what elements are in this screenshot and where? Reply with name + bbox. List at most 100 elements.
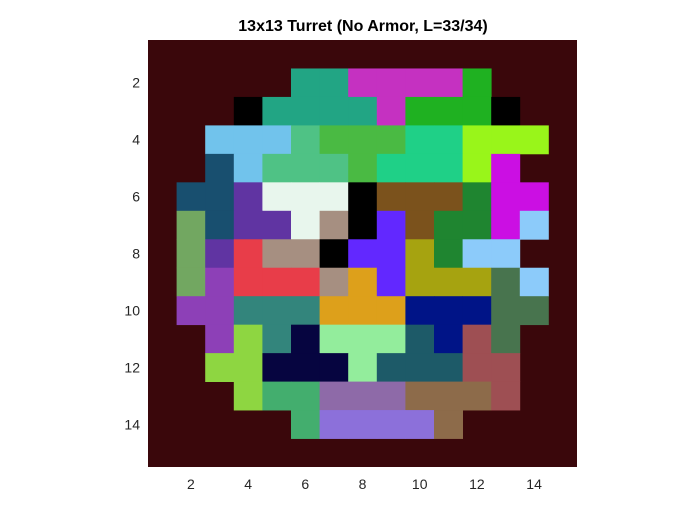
heatmap-cell (434, 267, 463, 297)
y-tick-label: 12 (124, 359, 140, 375)
heatmap-cell (233, 153, 263, 183)
heatmap-cell (262, 267, 292, 297)
heatmap-cell (262, 96, 292, 126)
heatmap-cell (434, 210, 463, 240)
heatmap-cell (376, 182, 406, 212)
x-tick-label: 12 (469, 476, 485, 492)
heatmap-cell (348, 96, 378, 126)
heatmap-cell (233, 353, 263, 382)
heatmap-cell (376, 296, 406, 326)
chart-title: 13x13 Turret (No Armor, L=33/34) (238, 18, 487, 35)
y-tick-label: 10 (124, 302, 140, 318)
heatmap-cell (405, 353, 435, 382)
x-tick-label: 6 (301, 476, 309, 492)
heatmap-cell (405, 324, 435, 354)
heatmap-cell (376, 324, 406, 354)
heatmap-cell (462, 68, 492, 98)
heatmap-cell (291, 410, 320, 439)
heatmap-cell (491, 324, 521, 354)
heatmap-cell (176, 239, 206, 269)
heatmap-cell (262, 153, 292, 183)
heatmap-cell (205, 353, 235, 382)
heatmap-cell (519, 210, 549, 240)
heatmap-cell (376, 239, 406, 269)
heatmap-cell (462, 239, 492, 269)
heatmap-cell (348, 324, 378, 354)
heatmap-cell (233, 210, 263, 240)
y-tick-label: 14 (124, 416, 140, 432)
heatmap-cell (405, 210, 435, 240)
y-tick-label: 4 (132, 132, 140, 148)
heatmap-cell (434, 353, 463, 382)
heatmap-cell (205, 182, 235, 212)
heatmap-cell (434, 68, 463, 98)
heatmap-cell (233, 296, 263, 326)
heatmap-cell (205, 267, 235, 297)
heatmap-cell (348, 410, 378, 439)
heatmap-cell (405, 153, 435, 183)
heatmap-cell (233, 267, 263, 297)
heatmap-cell (376, 381, 406, 411)
x-tick-label: 10 (412, 476, 428, 492)
heatmap-cell (319, 381, 349, 411)
heatmap-cell (491, 210, 521, 240)
heatmap-cell (462, 153, 492, 183)
plot-area (148, 40, 577, 467)
heatmap-cell (291, 324, 320, 354)
x-tick-label: 8 (359, 476, 367, 492)
heatmap-cell (291, 96, 320, 126)
heatmap-cell (376, 267, 406, 297)
heatmap-cell (348, 125, 378, 155)
x-tick-label: 2 (187, 476, 195, 492)
x-axis: 2 4 6 8 10 12 14 (187, 476, 542, 492)
heatmap-cell (376, 353, 406, 382)
heatmap-cell (462, 96, 492, 126)
heatmap-cell (291, 381, 320, 411)
heatmap-cell (233, 381, 263, 411)
heatmap-cell (262, 324, 292, 354)
heatmap-cell (519, 125, 549, 155)
heatmap-cell (233, 96, 263, 126)
heatmap-cell (348, 68, 378, 98)
heatmap-cell (376, 96, 406, 126)
heatmap-cell (462, 324, 492, 354)
heatmap-cell (291, 153, 320, 183)
heatmap-cell (291, 353, 320, 382)
heatmap-cell (491, 239, 521, 269)
heatmap-cell (491, 296, 521, 326)
heatmap-cell (405, 296, 435, 326)
heatmap-cell (405, 410, 435, 439)
heatmap-cell (491, 153, 521, 183)
heatmap-cell (262, 239, 292, 269)
heatmap-cell (319, 96, 349, 126)
heatmap-cell (205, 296, 235, 326)
heatmap-cell (262, 296, 292, 326)
heatmap-cell (319, 239, 349, 269)
heatmap-cell (262, 125, 292, 155)
heatmap-cell (376, 210, 406, 240)
heatmap-cell (262, 353, 292, 382)
heatmap-cell (176, 210, 206, 240)
heatmap-cell (491, 125, 521, 155)
heatmap-cell (348, 267, 378, 297)
heatmap-cell (434, 182, 463, 212)
heatmap-cell (348, 210, 378, 240)
heatmap-cell (462, 182, 492, 212)
heatmap-cell (291, 239, 320, 269)
heatmap-cell (491, 381, 521, 411)
heatmap-cell (319, 210, 349, 240)
heatmap-cell (462, 210, 492, 240)
heatmap-cell (434, 153, 463, 183)
heatmap-cell (291, 296, 320, 326)
heatmap-cell (319, 182, 349, 212)
heatmap-cell (376, 125, 406, 155)
heatmap-cell (291, 68, 320, 98)
heatmap-cell (205, 125, 235, 155)
x-tick-label: 4 (244, 476, 252, 492)
heatmap-cell (405, 267, 435, 297)
heatmap-cell (348, 239, 378, 269)
heatmap-cell (319, 153, 349, 183)
heatmap-cell (434, 381, 463, 411)
heatmap-cell (519, 182, 549, 212)
heatmap-cell (405, 125, 435, 155)
